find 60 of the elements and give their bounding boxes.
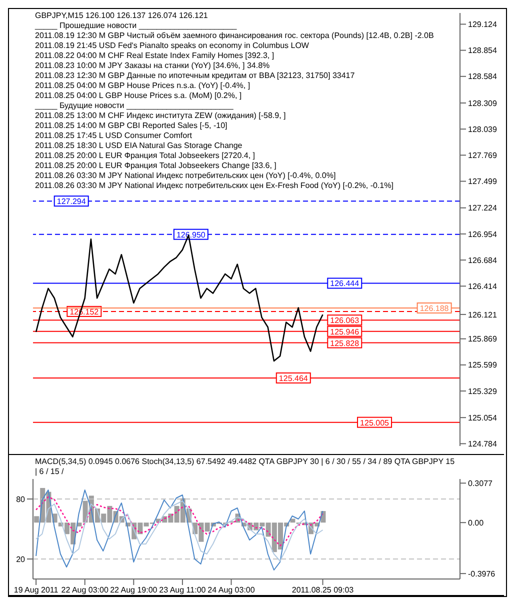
y-tick-label: 128.309 <box>468 98 498 108</box>
x-tick-label: 22 Aug 03:00 <box>61 586 109 595</box>
x-tick-label: 22 Aug 19:00 <box>110 586 158 595</box>
y-tick-label: 127.224 <box>468 204 498 213</box>
y-tick-label: 0.00 <box>468 518 484 528</box>
ref-line-label: 126.444 <box>330 279 360 288</box>
x-tick-label: 23 Aug 11:00 <box>159 586 206 595</box>
ref-line-label: 126.063 <box>330 316 360 326</box>
annotation: 2011.08.25 14:00 M GBP CBI Reported Sales [-5, -10] <box>35 121 228 131</box>
y-tick-label: 126.414 <box>468 282 498 291</box>
y-tick-label: 126.121 <box>468 310 498 320</box>
y-tick-label: 124.784 <box>468 440 498 449</box>
y-tick-label: -0.3976 <box>468 569 496 578</box>
y-tick-label: 125.599 <box>468 360 498 370</box>
y-tick-label: 125.869 <box>468 334 498 344</box>
x-tick-label: 24 Aug 03:00 <box>208 586 256 595</box>
ref-line-label: 125.946 <box>330 327 360 336</box>
y-tick-label: 126.954 <box>468 230 498 239</box>
ref-line-label: 127.294 <box>56 197 86 206</box>
annotation: 2011.08.26 03:30 M JPY National Индекс потребительских цен (YoY) [-0.4%, 0.0%] <box>35 171 337 181</box>
y-tick-label: 129.124 <box>468 20 498 30</box>
x-tick-label: 2011.08.25 09:03 <box>292 586 354 595</box>
y-tick-label: 127.499 <box>468 177 498 186</box>
ref-line-label: 126.950 <box>176 230 206 240</box>
y2-tick-label: 80 <box>16 494 26 504</box>
annotation: 2011.08.25 04:00 M GBP House Prices n.s.a. (YoY) [-0.4%, ] <box>35 81 252 91</box>
annotation: 2011.08.25 18:30 L USD EIA Natural Gas Storage Change <box>35 141 244 151</box>
ref-line-label: 126.188 <box>420 304 450 313</box>
annotation: 2011.08.26 03:30 M JPY National Индекс потребительских цен Ex-Fresh Food (YoY) [-0.2%, -0.1%] <box>35 181 394 191</box>
chart-title: GBPJPY,M15 126.100 126.137 126.074 126.121 <box>35 11 209 21</box>
y-tick-label: 125.329 <box>468 386 498 396</box>
annotation: _____ Будущие новости ________________________ <box>35 101 234 111</box>
annotation: 2011.08.22 04:00 M CHF Real Estate Index Family Homes [392.3, ] <box>35 51 276 61</box>
y-tick-label: 126.684 <box>468 256 498 265</box>
line-series <box>36 490 324 570</box>
annotation: 2011.08.25 04:00 L GBP House Prices s.a. (MoM) [0.2%, ] <box>35 91 243 101</box>
chart-title: MACD(5,34,5) 0.0945 0.0676 Stoch(34,13,5) 67.5492 49.4482 QTA GBPJPY 30 | 6 / 30 / 55 / 34 / 89 QTA GBPJPY 15 | 6 / 15 / <box>35 457 456 477</box>
bar <box>290 518 296 523</box>
y-tick-label: 128.584 <box>468 72 498 82</box>
y-tick-label: 125.054 <box>468 413 498 422</box>
annotation: 2011.08.25 20:00 L EUR Франция Total Jobseekers [2720.4, ] <box>35 151 256 161</box>
ref-line-label: 125.005 <box>360 418 390 428</box>
y-tick-label: 0.3077 <box>468 478 494 488</box>
line-series <box>36 500 324 562</box>
y-tick-label: 127.769 <box>468 151 498 160</box>
annotation: 2011.08.23 12:30 M GBP Данные по ипотечным кредитам от BBA [32123, 31750] 33417 <box>35 71 356 81</box>
annotation: _____ Прошедшие новости ______________________ <box>35 21 238 31</box>
annotation: 2011.08.25 13:00 M CHF Индекс института ZEW (ожидания) [-58.9, ] <box>35 111 287 121</box>
annotation: 2011.08.19 12:30 M GBP Чистый объём заемного финансирования гос. сектора (Pounds) [12.4B, 0.2B] -2.0B <box>35 31 435 41</box>
x-tick-label: 19 Aug 2011 <box>14 586 59 595</box>
ref-line-label: 125.828 <box>330 338 360 348</box>
line-series <box>35 496 324 546</box>
ref-line-label: 125.464 <box>278 374 308 383</box>
y2-tick-label: 20 <box>16 554 26 564</box>
annotation: 2011.08.25 17:45 L USD Consumer Comfort <box>35 131 193 141</box>
y-tick-label: 128.039 <box>468 124 498 134</box>
annotation: 2011.08.19 21:45 USD Fed's Pianalto speaks on economy in Columbus LOW <box>35 41 310 51</box>
y-tick-label: 128.854 <box>468 46 498 56</box>
annotation: 2011.08.25 20:00 L EUR Франция Total Jobseekers Change [33.6, ] <box>35 161 278 171</box>
annotation: 2011.08.23 10:00 M JPY Заказы на станки (YoY) [34.6%, ] 34.8% <box>35 61 271 71</box>
